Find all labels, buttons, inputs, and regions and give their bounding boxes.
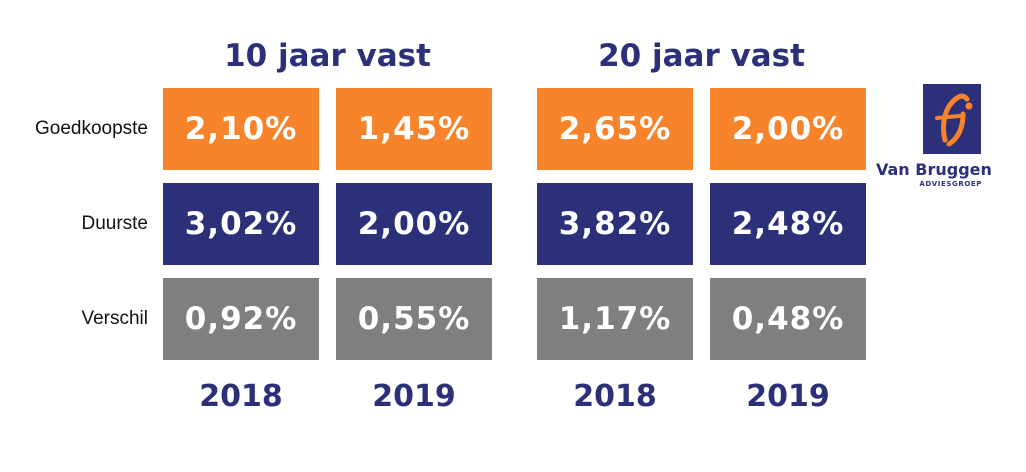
value-cell: 0,55% [336, 278, 492, 360]
logo-name: Van Bruggen [876, 160, 992, 179]
value-cell: 1,45% [336, 88, 492, 170]
fj-monogram-logo-icon [923, 84, 981, 154]
value-cell: 3,02% [163, 183, 319, 265]
group-title: 10 jaar vast [224, 38, 431, 74]
group-title: 20 jaar vast [598, 38, 805, 74]
row-label: Duurste [81, 213, 148, 234]
value-cell: 2,65% [537, 88, 693, 170]
value-cell: 0,48% [710, 278, 866, 360]
year-label: 2018 [199, 379, 283, 414]
value-cell: 0,92% [163, 278, 319, 360]
year-label: 2019 [746, 379, 830, 414]
value-cell: 2,48% [710, 183, 866, 265]
value-cell: 1,17% [537, 278, 693, 360]
van-bruggen-logo: Van Bruggen ADVIESGROEP [876, 84, 992, 194]
value-cell: 2,00% [336, 183, 492, 265]
row-label: Goedkoopste [34, 118, 148, 139]
value-cell: 2,00% [710, 88, 866, 170]
logo-subtitle: ADVIESGROEP [919, 180, 982, 188]
year-label: 2018 [573, 379, 657, 414]
year-label: 2019 [372, 379, 456, 414]
value-cell: 3,82% [537, 183, 693, 265]
row-label: Verschil [81, 308, 148, 329]
value-cell: 2,10% [163, 88, 319, 170]
